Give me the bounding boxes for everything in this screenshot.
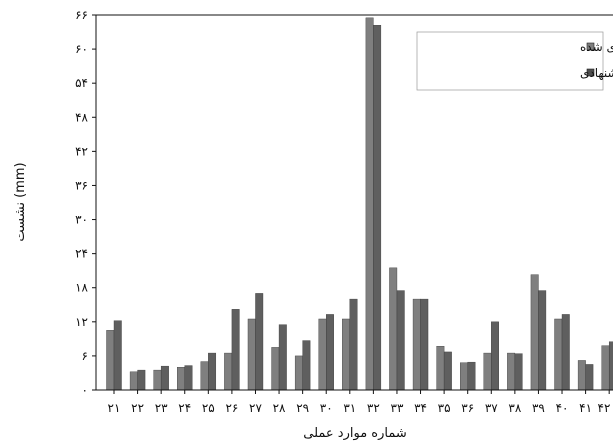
- bar-measured: [389, 267, 398, 391]
- bar-proposed: [278, 324, 287, 391]
- y-tick-label: ۳۰: [75, 213, 88, 227]
- x-tick-label: ۳۴: [414, 401, 427, 415]
- x-tick-label: ۲۲: [131, 401, 144, 415]
- bar-measured: [460, 362, 468, 391]
- bar-measured: [530, 274, 539, 391]
- bar-measured: [294, 355, 303, 391]
- bar-measured: [342, 318, 350, 391]
- y-tick-label: ۰: [82, 383, 88, 397]
- x-tick-label: ۳۷: [485, 401, 498, 415]
- bar-measured: [271, 347, 280, 391]
- bar-proposed: [349, 298, 358, 391]
- y-axis-title: نشست (mm): [13, 162, 28, 241]
- x-tick-label: ۳۳: [391, 401, 404, 415]
- bar-measured: [129, 371, 138, 391]
- bar-measured: [507, 352, 516, 391]
- bar-proposed: [326, 314, 334, 391]
- y-tick-label: ۶۰: [75, 42, 88, 56]
- bar-proposed: [113, 320, 122, 391]
- y-ticks: ۰ ۶ ۱۲ ۱۸ ۲۴ ۳۰ ۳۶ ۴۲ ۴۸ ۵۴ ۶۰ ۶۶: [75, 8, 96, 397]
- x-tick-label: ۳۲: [367, 401, 380, 415]
- x-tick-label: ۲۵: [202, 401, 215, 415]
- bar-measured: [177, 367, 185, 391]
- bar-proposed: [538, 290, 547, 391]
- bar-measured: [153, 369, 162, 391]
- bar-proposed: [608, 341, 613, 391]
- bar-proposed: [467, 361, 476, 391]
- bar-proposed: [231, 309, 240, 391]
- legend: نشست اندازه گیری شده رابطه پیشنهادی: [416, 31, 613, 91]
- y-tick-label: ۳۶: [75, 178, 88, 192]
- x-tick-label: ۲۸: [273, 401, 286, 415]
- bar-measured: [483, 352, 492, 391]
- x-tick-label: ۲۳: [155, 401, 168, 415]
- x-tick-label: ۳۱: [343, 401, 356, 415]
- bar-measured: [554, 318, 563, 391]
- bar-proposed: [420, 298, 429, 391]
- bar-proposed: [302, 340, 311, 391]
- bar-measured: [365, 17, 374, 391]
- x-tick-label: ۳۵: [438, 401, 451, 415]
- bar-measured: [106, 330, 115, 391]
- x-axis-title: شماره موارد عملی: [303, 426, 407, 441]
- y-tick-label: ۱۲: [75, 315, 88, 329]
- y-tick-label: ۱۸: [75, 281, 88, 295]
- axes: [95, 14, 613, 391]
- x-tick-label: ۲۶: [225, 401, 238, 415]
- bar-proposed: [443, 351, 452, 391]
- bar-measured: [200, 361, 209, 391]
- y-tick-label: ۶: [82, 349, 88, 363]
- x-tick-label: ۳۹: [532, 401, 545, 415]
- bar-measured: [247, 318, 256, 391]
- legend-label-proposed: رابطه پیشنهادی: [580, 66, 613, 81]
- bar-measured: [436, 346, 445, 391]
- bar-proposed: [137, 369, 146, 391]
- x-tick-label: ۳۶: [461, 401, 474, 415]
- x-tick-label: ۲۴: [178, 401, 191, 415]
- bar-proposed: [585, 364, 594, 391]
- bar-measured: [601, 345, 610, 391]
- x-tick-label: ۲۷: [249, 401, 262, 415]
- bar-proposed: [208, 352, 217, 391]
- x-ticks: ۲۱ ۲۲ ۲۳ ۲۴ ۲۵ ۲۶ ۲۷ ۲۸ ۲۹ ۳۰ ۳۱ ۳۲ ۳۳ ۳۴ ۳۵ ۳۶ ۳۷ ۳۸ ۳۹ ۴۰…: [108, 390, 611, 415]
- x-tick-label: ۳۰: [320, 401, 333, 415]
- bar-proposed: [255, 293, 264, 391]
- y-tick-label: ۵۴: [75, 76, 88, 90]
- legend-swatch-proposed: [586, 68, 595, 77]
- x-tick-label: ۲۹: [296, 401, 309, 415]
- x-tick-label: ۴۲: [598, 401, 611, 415]
- bar-proposed: [514, 353, 523, 391]
- x-tick-label: ۴۱: [579, 401, 592, 415]
- bar-proposed: [396, 290, 405, 391]
- bar-proposed: [184, 365, 193, 391]
- bar-measured: [412, 298, 421, 391]
- bar-proposed: [561, 314, 570, 391]
- bar-measured: [224, 352, 233, 391]
- legend-box: [416, 31, 604, 91]
- x-tick-label: ۴۰: [556, 401, 569, 415]
- bar-proposed: [373, 25, 382, 391]
- bar-proposed: [160, 365, 169, 391]
- legend-swatch-measured: [586, 42, 595, 51]
- x-tick-label: ۳۸: [508, 401, 521, 415]
- y-tick-label: ۴۲: [75, 144, 88, 158]
- y-tick-label: ۲۴: [75, 247, 88, 261]
- legend-label-measured: نشست اندازه گیری شده: [580, 40, 613, 55]
- y-tick-label: ۶۶: [75, 8, 88, 22]
- x-tick-label: ۲۱: [108, 401, 121, 415]
- bar-measured: [318, 318, 327, 391]
- y-tick-label: ۴۸: [75, 110, 88, 124]
- bar-proposed: [491, 321, 499, 391]
- bar-measured: [577, 360, 586, 391]
